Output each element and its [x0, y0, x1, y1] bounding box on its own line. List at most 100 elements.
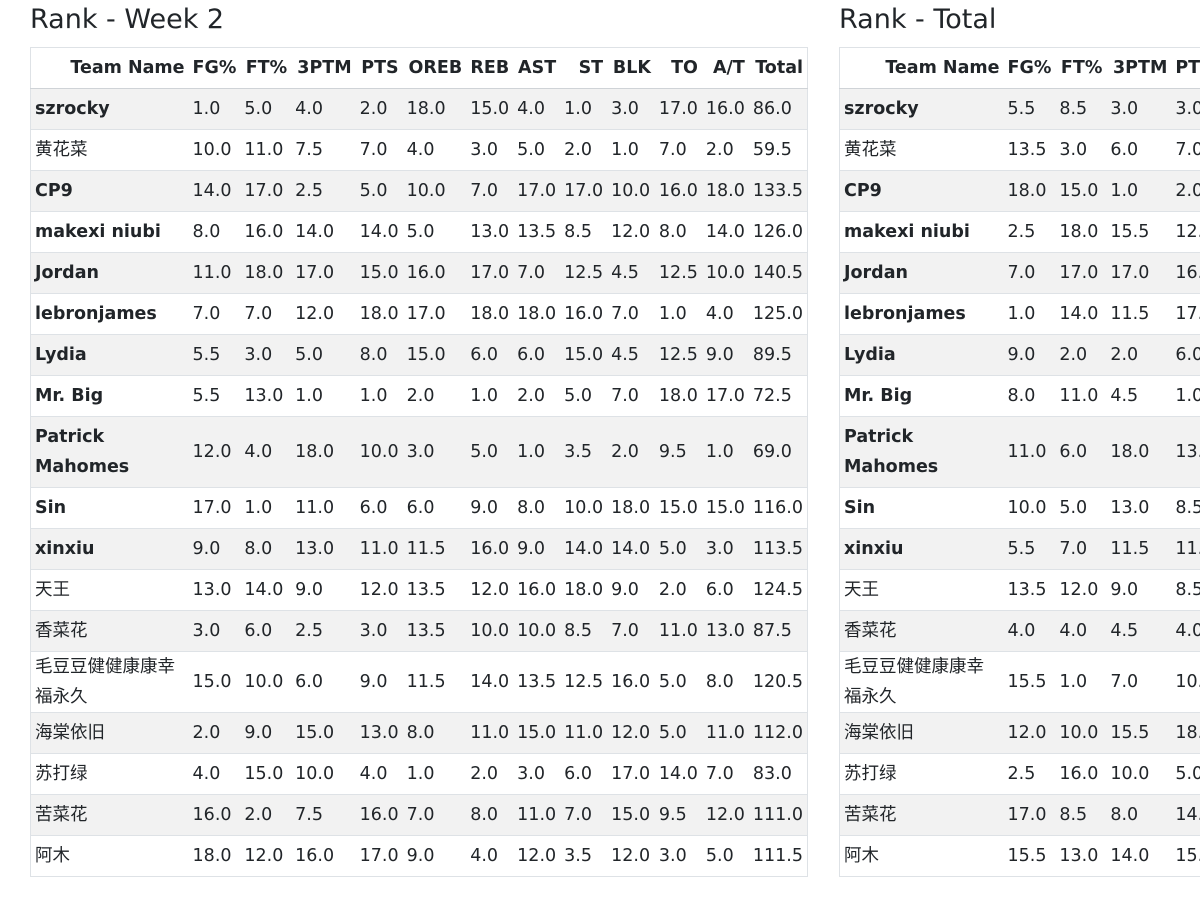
ast-cell: 18.0: [513, 293, 561, 335]
team-name-cell: 阿木: [30, 835, 189, 877]
ft-pct-cell: 10.0: [1055, 712, 1107, 754]
fg-pct-cell: 5.5: [188, 375, 241, 417]
col-header-total[interactable]: Total: [748, 47, 808, 89]
3ptm-cell: 11.5: [1106, 528, 1172, 570]
col-header-blk[interactable]: BLK: [607, 47, 655, 89]
col-header-ft-pct[interactable]: FT%: [1055, 47, 1107, 89]
at-cell: 9.0: [701, 334, 749, 376]
pts-cell: 18.0: [355, 293, 403, 335]
total-rank-title: Rank - Total: [839, 4, 997, 35]
3ptm-cell: 13.0: [291, 528, 356, 570]
table-row: 毛豆豆健健康康幸福永久 15.0 10.0 6.0 9.0 11.5 14.0 13.5 12.…: [30, 651, 808, 713]
table-row: 天王 13.0 14.0 9.0 12.0 13.5 12.0 16.0 18.0 9.0 2.0 6…: [30, 569, 808, 611]
to-cell: 17.0: [654, 88, 702, 130]
table-row: Lydia 5.5 3.0 5.0 8.0 15.0 6.0 6.0 15.0 4.5 12.5 9.…: [30, 334, 808, 376]
fg-pct-cell: 2.5: [1003, 211, 1056, 253]
reb-cell: 11.0: [466, 712, 514, 754]
at-cell: 17.0: [701, 375, 749, 417]
3ptm-cell: 1.0: [291, 375, 356, 417]
col-header-ast[interactable]: AST: [513, 47, 561, 89]
team-name-cell: makexi niubi: [30, 211, 189, 253]
oreb-cell: 4.0: [402, 129, 467, 171]
total-cell: 126.0: [748, 211, 808, 253]
team-name-cell: xinxiu: [839, 528, 1004, 570]
col-header-st[interactable]: ST: [560, 47, 608, 89]
fg-pct-cell: 15.5: [1003, 835, 1056, 877]
team-name-cell: Jordan: [839, 252, 1004, 294]
oreb-cell: 13.5: [402, 610, 467, 652]
to-cell: 5.0: [654, 712, 702, 754]
3ptm-cell: 4.5: [1106, 610, 1172, 652]
pts-cell: 1.0: [355, 375, 403, 417]
total-cell: 87.5: [748, 610, 808, 652]
3ptm-cell: 9.0: [291, 569, 356, 611]
pt-cell: 13.: [1171, 416, 1200, 488]
3ptm-cell: 4.5: [1106, 375, 1172, 417]
ft-pct-cell: 12.0: [1055, 569, 1107, 611]
col-header-at[interactable]: A/T: [701, 47, 749, 89]
pts-cell: 2.0: [355, 88, 403, 130]
oreb-cell: 9.0: [402, 835, 467, 877]
pt-cell: 17.: [1171, 293, 1200, 335]
fg-pct-cell: 17.0: [1003, 794, 1056, 836]
3ptm-cell: 8.0: [1106, 794, 1172, 836]
fg-pct-cell: 15.5: [1003, 651, 1056, 713]
3ptm-cell: 18.0: [291, 416, 356, 488]
fg-pct-cell: 10.0: [1003, 487, 1056, 529]
ft-pct-cell: 7.0: [240, 293, 292, 335]
table-row: Patrick Mahomes 12.0 4.0 18.0 10.0 3.0 5.0 1.0 3…: [30, 416, 808, 488]
oreb-cell: 2.0: [402, 375, 467, 417]
ft-pct-cell: 12.0: [240, 835, 292, 877]
pt-cell: 14.: [1171, 794, 1200, 836]
col-header-team-name[interactable]: Team Name: [839, 47, 1004, 89]
team-name-cell: 天王: [30, 569, 189, 611]
3ptm-cell: 15.0: [291, 712, 356, 754]
table-row: 香菜花 3.0 6.0 2.5 3.0 13.5 10.0 10.0 8.5 7.0 11.0 13.…: [30, 610, 808, 652]
col-header-oreb[interactable]: OREB: [402, 47, 467, 89]
at-cell: 14.0: [701, 211, 749, 253]
at-cell: 2.0: [701, 129, 749, 171]
3ptm-cell: 12.0: [291, 293, 356, 335]
ft-pct-cell: 16.0: [240, 211, 292, 253]
st-cell: 17.0: [560, 170, 608, 212]
col-header-pts[interactable]: PT: [1171, 47, 1200, 89]
col-header-pts[interactable]: PTS: [355, 47, 403, 89]
table-row: 阿木 18.0 12.0 16.0 17.0 9.0 4.0 12.0 3.5 12.0 3.0 5.…: [30, 835, 808, 877]
col-header-ft-pct[interactable]: FT%: [240, 47, 292, 89]
3ptm-cell: 10.0: [291, 753, 356, 795]
ft-pct-cell: 8.5: [1055, 88, 1107, 130]
at-cell: 11.0: [701, 712, 749, 754]
col-header-team-name[interactable]: Team Name: [30, 47, 189, 89]
blk-cell: 12.0: [607, 835, 655, 877]
ast-cell: 9.0: [513, 528, 561, 570]
3ptm-cell: 14.0: [1106, 835, 1172, 877]
col-header-reb[interactable]: REB: [466, 47, 514, 89]
team-name-cell: Sin: [839, 487, 1004, 529]
ast-cell: 13.5: [513, 651, 561, 713]
pts-cell: 3.0: [355, 610, 403, 652]
col-header-fg-pct[interactable]: FG%: [1003, 47, 1056, 89]
at-cell: 16.0: [701, 88, 749, 130]
fg-pct-cell: 11.0: [1003, 416, 1056, 488]
col-header-to[interactable]: TO: [654, 47, 702, 89]
oreb-cell: 3.0: [402, 416, 467, 488]
3ptm-cell: 9.0: [1106, 569, 1172, 611]
pt-cell: 2.0: [1171, 170, 1200, 212]
to-cell: 9.5: [654, 794, 702, 836]
col-header-3ptm[interactable]: 3PTM: [291, 47, 356, 89]
col-header-3ptm[interactable]: 3PTM: [1106, 47, 1172, 89]
3ptm-cell: 7.5: [291, 129, 356, 171]
team-name-cell: CP9: [839, 170, 1004, 212]
pts-cell: 4.0: [355, 753, 403, 795]
col-header-fg-pct[interactable]: FG%: [188, 47, 241, 89]
ft-pct-cell: 17.0: [1055, 252, 1107, 294]
pt-cell: 16.: [1171, 252, 1200, 294]
pts-cell: 14.0: [355, 211, 403, 253]
